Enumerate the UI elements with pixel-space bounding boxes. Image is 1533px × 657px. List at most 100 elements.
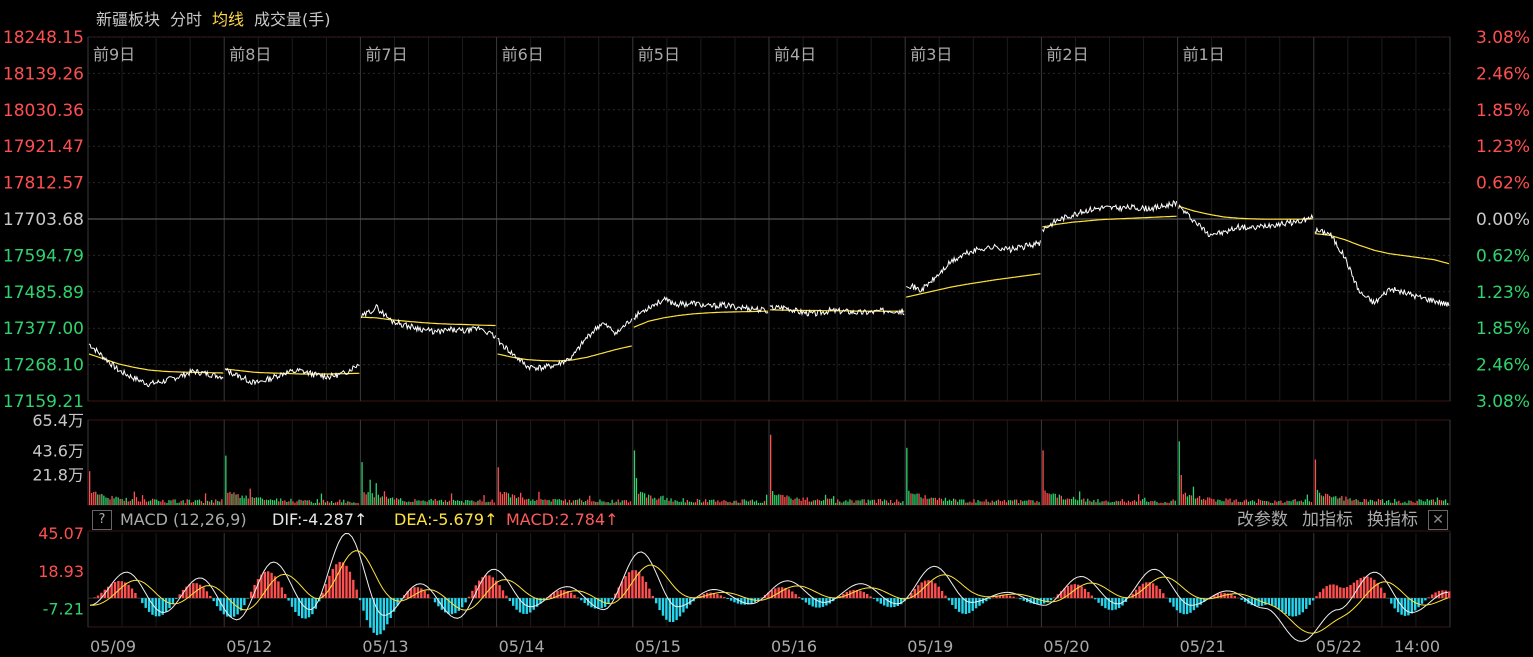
macd-histogram-bar bbox=[1414, 598, 1417, 611]
volume-bar bbox=[1227, 499, 1229, 505]
volume-bar bbox=[581, 500, 583, 505]
volume-bar bbox=[595, 501, 597, 505]
volume-bar bbox=[426, 501, 428, 505]
volume-bar bbox=[1201, 499, 1203, 505]
volume-bar bbox=[306, 500, 308, 505]
macd-histogram-bar bbox=[723, 597, 726, 599]
price-line-segment bbox=[224, 363, 360, 386]
macd-histogram-bar bbox=[1332, 584, 1335, 599]
macd-histogram-bar bbox=[198, 584, 202, 599]
volume-bar bbox=[1438, 499, 1441, 505]
macd-histogram-bar bbox=[1281, 598, 1284, 612]
volume-bar bbox=[1172, 499, 1174, 505]
macd-histogram-bar bbox=[1427, 597, 1430, 599]
macd-histogram-bar bbox=[263, 571, 266, 599]
macd-histogram-bar bbox=[450, 598, 454, 615]
volume-bar bbox=[800, 500, 802, 505]
percent-tick-label: 0.62% bbox=[1476, 174, 1530, 194]
help-icon[interactable]: ? bbox=[92, 510, 112, 530]
volume-bar bbox=[682, 498, 684, 505]
volume-bar bbox=[1164, 502, 1166, 505]
add-indicator-button[interactable]: 加指标 bbox=[1302, 510, 1353, 530]
tab-volume[interactable]: 成交量(手) bbox=[254, 10, 331, 29]
volume-bar bbox=[959, 499, 961, 505]
macd-histogram-bar bbox=[1199, 598, 1202, 605]
close-icon[interactable]: ✕ bbox=[1428, 510, 1448, 530]
volume-bar bbox=[920, 497, 922, 505]
volume-bar bbox=[865, 502, 867, 505]
volume-bar bbox=[400, 498, 402, 505]
volume-bar bbox=[863, 499, 865, 505]
macd-histogram-bar bbox=[535, 598, 539, 607]
volume-bar bbox=[129, 500, 131, 505]
volume-bar bbox=[672, 501, 674, 505]
macd-histogram-bar bbox=[1158, 589, 1162, 599]
volume-bar bbox=[542, 499, 544, 505]
macd-histogram-bar bbox=[855, 590, 859, 599]
volume-bar bbox=[316, 499, 318, 505]
volume-bar bbox=[1178, 441, 1180, 505]
volume-bar bbox=[694, 502, 697, 505]
tab-sector[interactable]: 新疆板块 bbox=[96, 10, 161, 29]
volume-bar bbox=[381, 496, 383, 505]
volume-bar bbox=[1135, 501, 1138, 505]
macd-histogram-bar bbox=[940, 590, 944, 599]
volume-bar bbox=[932, 497, 934, 505]
macd-histogram-bar bbox=[239, 598, 243, 611]
macd-histogram-bar bbox=[1305, 598, 1308, 609]
volume-bar bbox=[696, 499, 699, 505]
macd-histogram-bar bbox=[573, 594, 576, 599]
volume-bar bbox=[861, 499, 863, 505]
volume-bar bbox=[1371, 500, 1373, 505]
volume-bar bbox=[105, 497, 107, 505]
volume-bar bbox=[1154, 500, 1156, 505]
volume-bar bbox=[1209, 497, 1211, 505]
volume-bar bbox=[1339, 497, 1341, 505]
volume-bar bbox=[507, 493, 510, 505]
macd-histogram-bar bbox=[171, 598, 175, 604]
volume-bar bbox=[452, 499, 455, 505]
volume-bar bbox=[1158, 503, 1160, 505]
volume-bar bbox=[1235, 499, 1237, 505]
macd-histogram-bar bbox=[852, 589, 855, 599]
macd-histogram-bar bbox=[1308, 598, 1311, 605]
volume-bar bbox=[873, 499, 875, 505]
volume-bar bbox=[1386, 500, 1388, 505]
volume-bar bbox=[985, 499, 987, 505]
volume-bar bbox=[698, 499, 701, 505]
volume-bar bbox=[227, 492, 229, 505]
macd-histogram-bar bbox=[1019, 598, 1022, 600]
volume-bar bbox=[233, 492, 235, 505]
volume-bar bbox=[1024, 500, 1026, 505]
volume-bar bbox=[454, 500, 457, 505]
change-params-button[interactable]: 改参数 bbox=[1237, 510, 1288, 530]
volume-bar bbox=[668, 500, 670, 505]
switch-indicator-button[interactable]: 换指标 bbox=[1367, 510, 1418, 530]
volume-bar bbox=[479, 499, 481, 505]
volume-bar bbox=[759, 502, 762, 505]
volume-bar bbox=[164, 502, 166, 505]
volume-bar bbox=[1442, 500, 1445, 505]
volume-bar bbox=[408, 501, 410, 505]
volume-bar bbox=[528, 498, 530, 505]
volume-bar bbox=[1196, 497, 1199, 505]
volume-bar bbox=[1420, 499, 1422, 505]
volume-bar bbox=[231, 493, 233, 505]
volume-bar bbox=[95, 491, 97, 505]
macd-histogram-bar bbox=[188, 584, 192, 599]
macd-histogram-bar bbox=[620, 581, 624, 599]
day-label: 前6日 bbox=[502, 45, 544, 64]
volume-bar bbox=[875, 503, 877, 505]
macd-histogram-bar bbox=[586, 598, 590, 606]
volume-bar bbox=[664, 500, 666, 505]
tab-average-line[interactable]: 均线 bbox=[212, 10, 245, 29]
volume-bar bbox=[1095, 502, 1097, 505]
volume-bar bbox=[1085, 501, 1087, 505]
volume-bar bbox=[251, 497, 253, 505]
macd-histogram-bar bbox=[515, 598, 518, 610]
macd-histogram-bar bbox=[951, 598, 954, 605]
volume-bar bbox=[1381, 499, 1384, 505]
volume-bar bbox=[1284, 502, 1286, 505]
tab-intraday[interactable]: 分时 bbox=[170, 10, 203, 29]
volume-bar bbox=[843, 501, 845, 505]
